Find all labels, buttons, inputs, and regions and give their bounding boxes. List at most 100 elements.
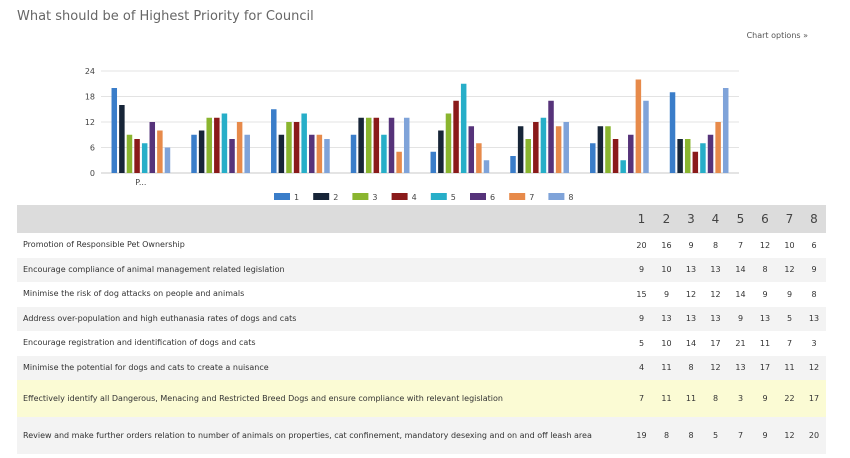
cell-value: 8: [663, 431, 670, 440]
column-header: 4: [711, 212, 720, 226]
legend-label: 8: [568, 193, 573, 202]
row-label: Encourage registration and identificatio…: [23, 338, 256, 348]
cell-value: 17: [759, 363, 771, 373]
bar: [453, 100, 459, 173]
cell-value: 9: [737, 314, 744, 324]
cell-value: 19: [636, 431, 647, 440]
cell-value: 11: [661, 363, 672, 373]
legend-item[interactable]: 3: [352, 193, 377, 202]
column-header: 3: [687, 212, 695, 226]
bar: [141, 143, 148, 173]
y-tick-label: 24: [85, 67, 95, 76]
cell-value: 11: [685, 394, 697, 403]
legend-swatch: [509, 193, 526, 200]
cell-value: 11: [661, 394, 672, 403]
cell-value: 9: [762, 289, 768, 299]
cell-value: 8: [762, 265, 768, 275]
bar: [643, 100, 649, 173]
bar: [590, 143, 596, 173]
cell-value: 21: [735, 338, 746, 348]
cell-value: 12: [784, 431, 795, 440]
table-row: Minimise the potential for dogs and cats…: [17, 355, 826, 380]
legend-item[interactable]: 7: [509, 193, 534, 202]
bar: [221, 113, 228, 173]
chart-title: What should be of Highest Priority for C…: [17, 9, 314, 24]
bar: [525, 139, 531, 173]
cell-value: 13: [710, 265, 721, 275]
cell-value: 10: [784, 240, 795, 250]
y-tick-label: 0: [90, 169, 95, 178]
bar: [628, 134, 634, 173]
header-blank: [17, 205, 629, 233]
cell-value: 10: [661, 338, 672, 348]
row-label: Promotion of Responsible Pet Ownership: [23, 240, 185, 250]
cell-value: 13: [685, 314, 697, 324]
bar: [244, 134, 250, 173]
cell-value: 14: [735, 265, 746, 275]
cell-value: 12: [784, 265, 795, 275]
column-header: 6: [761, 212, 769, 226]
cell-value: 12: [685, 289, 697, 299]
cell-value: 3: [737, 394, 744, 403]
bar: [111, 88, 118, 173]
legend-label: 4: [412, 193, 417, 202]
bar: [403, 117, 410, 173]
legend-item[interactable]: 4: [391, 193, 417, 202]
bar: [229, 139, 235, 173]
table-row: Minimise the risk of dog attacks on peop…: [17, 282, 826, 307]
bar: [707, 134, 714, 173]
row-label: Review and make further orders relation …: [23, 430, 592, 440]
legend-swatch: [274, 193, 290, 200]
cell-value: 15: [636, 289, 647, 299]
column-header: 7: [785, 212, 794, 226]
bar: [620, 160, 626, 173]
legend-item[interactable]: 2: [313, 193, 338, 202]
legend-label: 3: [372, 193, 377, 202]
cell-value: 7: [737, 431, 744, 440]
y-tick-label: 6: [90, 144, 95, 153]
cell-value: 13: [710, 314, 721, 324]
cell-value: 13: [735, 363, 746, 373]
legend-item[interactable]: 1: [274, 193, 299, 202]
column-header: 1: [637, 212, 646, 226]
cell-value: 9: [762, 394, 768, 403]
column-header: 2: [662, 212, 671, 226]
legend-item[interactable]: 6: [470, 193, 495, 202]
bar: [271, 109, 277, 173]
table-row: Encourage registration and identificatio…: [17, 331, 826, 356]
chart-options-link[interactable]: Chart options »: [746, 31, 808, 40]
bar: [722, 88, 729, 173]
bar: [388, 117, 395, 173]
cell-value: 12: [808, 363, 820, 373]
row-label: Minimise the risk of dog attacks on peop…: [23, 289, 245, 299]
bar: [597, 126, 604, 173]
bar: [438, 130, 444, 173]
cell-value: 9: [663, 289, 670, 299]
bar: [476, 143, 482, 173]
cell-value: 4: [638, 363, 645, 373]
legend-swatch: [352, 193, 369, 200]
legend-swatch: [548, 193, 565, 200]
bar: [198, 130, 205, 173]
bar: [563, 122, 569, 173]
x-tick-label: P...: [135, 178, 146, 187]
row-label: Encourage compliance of animal managemen…: [23, 264, 285, 274]
cell-value: 5: [638, 338, 645, 348]
cell-value: 12: [759, 240, 771, 250]
cell-value: 16: [661, 240, 672, 250]
table-row: Effectively identify all Dangerous, Mena…: [17, 380, 826, 417]
legend-swatch: [470, 193, 486, 200]
bar: [157, 130, 163, 173]
bar: [540, 117, 547, 173]
cell-value: 17: [808, 394, 820, 403]
legend-item[interactable]: 8: [548, 193, 573, 202]
row-label: Address over-population and high euthana…: [23, 313, 297, 323]
legend-item[interactable]: 5: [430, 193, 456, 202]
bar: [309, 134, 315, 173]
bar: [358, 117, 364, 173]
bar: [126, 134, 133, 173]
cell-value: 13: [685, 265, 697, 275]
bar: [119, 105, 125, 173]
bar: [430, 151, 437, 173]
bar: [510, 156, 516, 173]
